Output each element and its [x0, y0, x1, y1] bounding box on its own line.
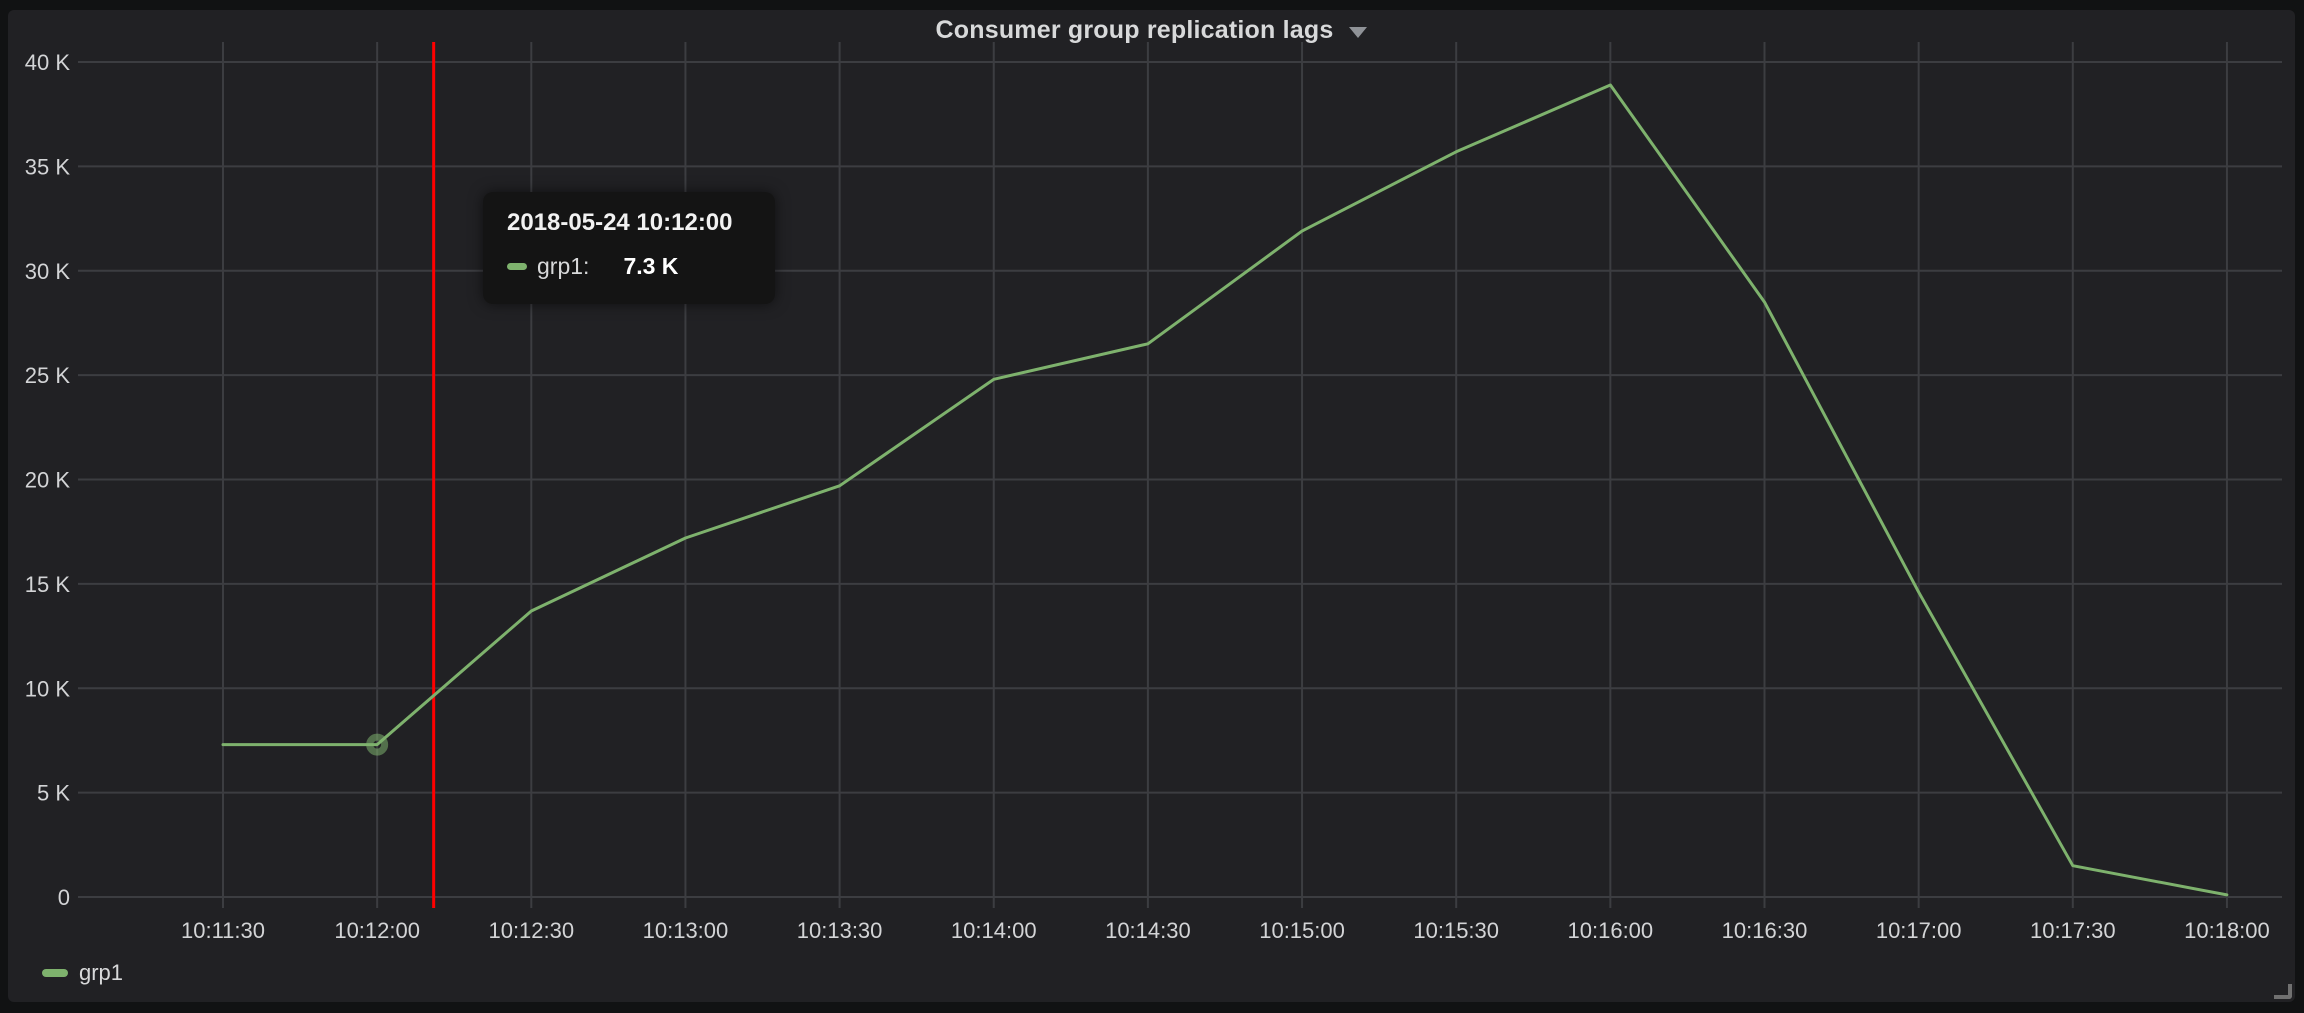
tooltip-series-label: grp1:	[537, 253, 590, 279]
x-axis-tick-label: 10:17:30	[2030, 918, 2116, 943]
y-axis-tick-label: 15 K	[25, 572, 71, 597]
y-axis-tick-label: 25 K	[25, 363, 71, 388]
x-axis-tick-label: 10:11:30	[181, 918, 265, 943]
panel-title-menu[interactable]: Consumer group replication lags	[8, 10, 2295, 50]
series-color-dash-icon	[507, 263, 527, 270]
tooltip-series-row: grp1: 7.3 K	[507, 253, 751, 280]
x-axis-tick-label: 10:17:00	[1876, 918, 1962, 943]
x-axis-tick-label: 10:15:30	[1413, 918, 1499, 943]
grid-vertical-lines	[222, 42, 2228, 908]
graph-tooltip: 2018-05-24 10:12:00 grp1: 7.3 K	[483, 192, 775, 304]
x-axis-tick-label: 10:18:00	[2184, 918, 2270, 943]
x-axis-tick-label: 10:15:00	[1259, 918, 1345, 943]
x-axis-tick-label: 10:12:00	[334, 918, 420, 943]
y-axis-tick-label: 20 K	[25, 468, 71, 493]
panel-resize-handle[interactable]	[2274, 984, 2292, 999]
tooltip-timestamp: 2018-05-24 10:12:00	[507, 209, 733, 236]
legend-color-dash-icon	[42, 969, 68, 977]
x-axis-tick-label: 10:12:30	[488, 918, 574, 943]
graph-panel	[8, 10, 2295, 1002]
x-axis-tick-label: 10:16:30	[1722, 918, 1808, 943]
y-axis-tick-label: 0	[58, 885, 70, 910]
panel-title: Consumer group replication lags	[935, 15, 1334, 44]
y-axis-tick-label: 35 K	[25, 154, 71, 179]
series-line-grp1	[221, 83, 2229, 897]
x-axis-tick-label: 10:16:00	[1568, 918, 1654, 943]
highlight-point-marker	[366, 733, 389, 756]
grid-horizontal-lines	[78, 61, 2282, 898]
chevron-down-icon	[1349, 26, 1368, 38]
y-axis-tick-label: 30 K	[25, 259, 71, 284]
tooltip-value: 7.3 K	[623, 253, 679, 279]
y-axis-tick-labels: 0 5 K 10 K 15 K 20 K 25 K 30 K 35 K 40 K	[25, 50, 71, 910]
x-axis-tick-label: 10:13:30	[797, 918, 883, 943]
legend-label: grp1	[79, 960, 124, 985]
y-axis-tick-label: 5 K	[37, 781, 70, 806]
y-axis-tick-label: 10 K	[25, 676, 71, 701]
x-axis-tick-label: 10:13:00	[643, 918, 729, 943]
x-axis-tick-label: 10:14:30	[1105, 918, 1191, 943]
legend-item-grp1[interactable]: grp1	[42, 960, 123, 986]
x-axis-tick-labels: 10:11:30 10:12:00 10:12:30 10:13:00 10:13:30…	[181, 918, 2270, 943]
x-axis-tick-label: 10:14:00	[951, 918, 1037, 943]
y-axis-tick-label: 40 K	[25, 50, 71, 75]
